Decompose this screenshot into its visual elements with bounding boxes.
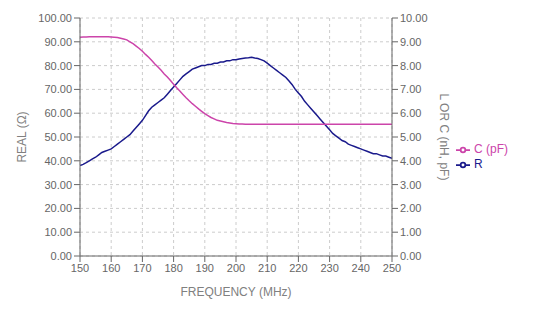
svg-text:1.00: 1.00	[400, 226, 421, 238]
svg-text:170: 170	[133, 262, 151, 274]
svg-text:60.00: 60.00	[44, 107, 72, 119]
svg-text:250: 250	[383, 262, 401, 274]
svg-text:70.00: 70.00	[44, 83, 72, 95]
svg-text:50.00: 50.00	[44, 131, 72, 143]
svg-text:240: 240	[352, 262, 370, 274]
svg-text:2.00: 2.00	[400, 202, 421, 214]
svg-text:6.00: 6.00	[400, 107, 421, 119]
svg-text:190: 190	[196, 262, 214, 274]
svg-text:90.00: 90.00	[44, 36, 72, 48]
svg-text:4.00: 4.00	[400, 155, 421, 167]
html-text:C (pF): C (pF)	[474, 142, 508, 157]
svg-text:20.00: 20.00	[44, 202, 72, 214]
svg-text:3.00: 3.00	[400, 179, 421, 191]
svg-text:160: 160	[102, 262, 120, 274]
svg-text:8.00: 8.00	[400, 60, 421, 72]
svg-text:80.00: 80.00	[44, 60, 72, 72]
svg-text:L OR C (nH, pF): L OR C (nH, pF)	[437, 94, 451, 181]
svg-text:220: 220	[289, 262, 307, 274]
svg-text:150: 150	[71, 262, 89, 274]
svg-text:FREQUENCY (MHz): FREQUENCY (MHz)	[180, 285, 291, 299]
svg-text:REAL (Ω): REAL (Ω)	[15, 111, 29, 162]
svg-text:10.00: 10.00	[400, 12, 428, 24]
svg-text:100.00: 100.00	[38, 12, 72, 24]
svg-text:30.00: 30.00	[44, 179, 72, 191]
html-text:R: R	[474, 157, 483, 171]
svg-text:0.00: 0.00	[400, 250, 421, 262]
svg-text:210: 210	[258, 262, 276, 274]
svg-text:200: 200	[227, 262, 245, 274]
svg-text:180: 180	[164, 262, 182, 274]
svg-text:7.00: 7.00	[400, 83, 421, 95]
svg-text:40.00: 40.00	[44, 155, 72, 167]
svg-text:230: 230	[320, 262, 338, 274]
svg-text:10.00: 10.00	[44, 226, 72, 238]
svg-text:9.00: 9.00	[400, 36, 421, 48]
svg-text:5.00: 5.00	[400, 131, 421, 143]
svg-text:0.00: 0.00	[51, 250, 72, 262]
